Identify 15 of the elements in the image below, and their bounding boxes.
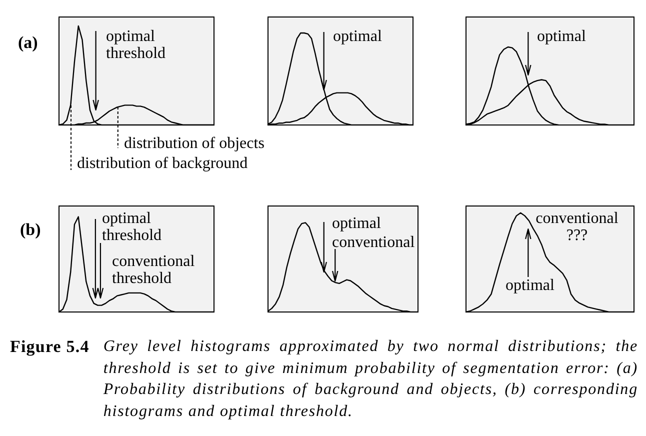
annotation: optimal threshold [102, 210, 163, 244]
text: optimal [537, 28, 587, 45]
annotation: conventional ??? [534, 210, 620, 244]
annotation: optimal [333, 28, 383, 45]
text: Grey level histograms approximated by two normal distributions; the threshold is set to give minimum probability of segmentation error: (a) Probability distributions of background and objects, (b) corresponding histograms and optimal threshold. [103, 337, 638, 422]
annotation: optimal threshold [106, 28, 167, 62]
annotation: conventional threshold [112, 253, 196, 287]
series-label: distribution of objects [124, 135, 264, 152]
annotation: optimal [504, 277, 556, 294]
chart-title: (b) [20, 220, 41, 239]
text: Figure 5.4 [10, 336, 90, 358]
annotation: optimal [332, 215, 382, 232]
text: distribution of background [77, 155, 248, 172]
chart-title: (a) [18, 33, 38, 52]
annotation: conventional [332, 234, 416, 251]
